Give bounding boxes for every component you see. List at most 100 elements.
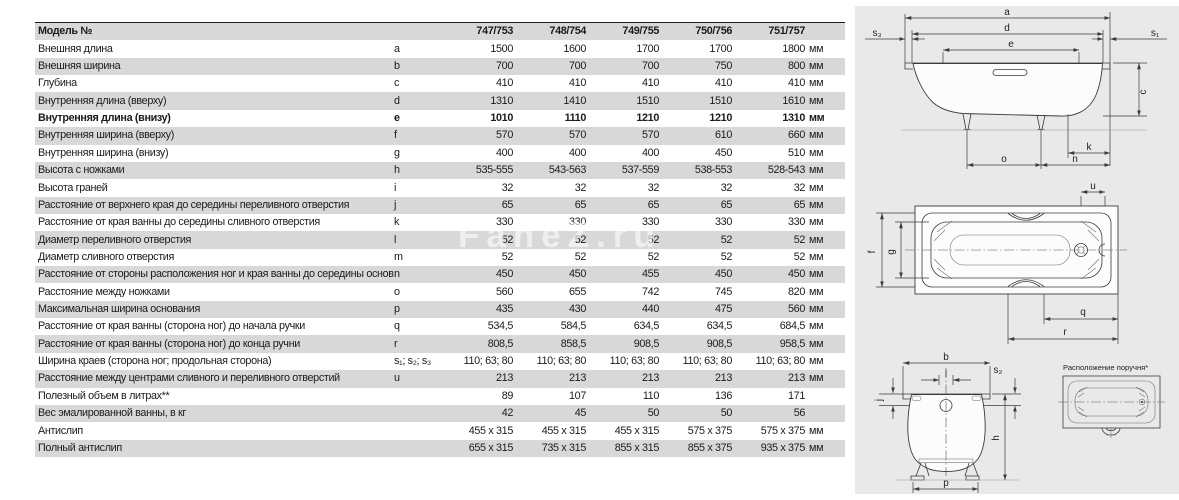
row-unit: мм xyxy=(809,146,824,159)
overflow-hole-end xyxy=(939,399,953,412)
table-row: Полный антислип 655 x 315 735 x 315 855 x 3… xyxy=(35,439,845,457)
row-value: 742 xyxy=(642,285,659,298)
row-label: Глубина xyxy=(38,78,77,90)
dim-label-u: u xyxy=(1090,181,1096,192)
row-value: 110; 63; 80 xyxy=(463,355,514,368)
row-value: 534,5 xyxy=(487,320,514,333)
row-value: 410 xyxy=(569,77,586,90)
dim-label-g: g xyxy=(886,249,897,255)
row-value: 575 x 375 xyxy=(687,424,733,437)
row-value: 1510 xyxy=(709,94,732,107)
dim-label-a: a xyxy=(1004,7,1010,18)
row-value: 213 xyxy=(788,372,805,385)
row-value: 52 xyxy=(647,250,660,263)
row-value: 570 xyxy=(642,129,659,142)
row-value: 32 xyxy=(720,181,733,194)
row-unit: мм xyxy=(809,337,824,350)
row-value: 450 xyxy=(496,268,513,281)
row-value: 65 xyxy=(574,198,587,211)
row-value: 610 xyxy=(715,129,732,142)
drain-hole xyxy=(1074,243,1088,257)
row-unit: мм xyxy=(809,77,824,90)
row-label: Максимальная ширина основания xyxy=(38,304,200,315)
table-row: Антислип 455 x 315 455 x 315 455 x 315 575 x… xyxy=(35,422,845,439)
row-label: Расстояние от края ванны до середины сли… xyxy=(38,217,320,229)
row-value: 858,5 xyxy=(560,337,587,350)
row-value: 410 xyxy=(788,77,805,90)
row-value: 32 xyxy=(574,181,587,194)
table-row: Полезный объем в литрах** 89 107 110 136 171 xyxy=(35,388,845,405)
row-value: 213 xyxy=(642,372,659,385)
row-value: 1510 xyxy=(636,94,659,107)
dim-label-e: e xyxy=(1008,39,1014,50)
dim-label-d: d xyxy=(1004,23,1010,34)
row-value: 855 x 315 xyxy=(614,441,660,454)
row-unit: мм xyxy=(809,303,824,316)
table-row: Внешняя ширина b 700 700 700 750 800 мм xyxy=(35,57,845,76)
row-value: 655 x 315 xyxy=(468,441,514,454)
row-value: 820 xyxy=(788,285,805,298)
row-value: 213 xyxy=(569,372,586,385)
row-value: 330 xyxy=(642,216,659,229)
row-label: Полный антислип xyxy=(38,442,122,454)
row-letter: i xyxy=(394,181,397,194)
row-letter: r xyxy=(394,337,398,350)
table-row: Ширина краев (сторона ног; продольная ст… xyxy=(35,353,845,370)
row-value: 660 xyxy=(788,129,805,142)
row-value: 800 xyxy=(788,60,805,72)
row-letter: l xyxy=(394,233,397,246)
row-value: 1800 xyxy=(782,42,805,55)
dim-label-r: r xyxy=(1063,327,1067,338)
row-letter: g xyxy=(394,146,400,159)
table-row: Высота граней i 32 32 32 32 32 мм xyxy=(35,179,845,196)
row-label: Внутренняя длина (внизу) xyxy=(38,113,171,124)
row-value: 1500 xyxy=(490,42,513,55)
row-unit: мм xyxy=(809,355,824,368)
tub-foot xyxy=(962,113,972,130)
row-value: 400 xyxy=(642,146,659,159)
row-value: 575 x 375 xyxy=(760,424,806,437)
row-letter: s₁; s₂; s₃ xyxy=(394,355,431,368)
column-header-model: 748/754 xyxy=(549,25,586,38)
row-value: 1410 xyxy=(563,94,586,107)
table-row: Расстояние от верхнего края до середины … xyxy=(35,196,845,214)
row-value: 935 x 375 xyxy=(760,441,806,454)
row-unit: мм xyxy=(809,42,824,55)
row-value: 89 xyxy=(501,389,514,402)
table-row: Расстояние между центрами сливного и пер… xyxy=(35,370,845,388)
row-value: 634,5 xyxy=(706,320,733,333)
row-value: 410 xyxy=(715,77,732,90)
row-unit: мм xyxy=(809,181,824,194)
row-value: 450 xyxy=(715,146,732,159)
row-value: 56 xyxy=(793,407,806,420)
row-value: 455 x 315 xyxy=(541,424,587,437)
row-value: 1310 xyxy=(782,112,805,125)
row-value: 52 xyxy=(574,233,587,246)
table-row: Внешняя длина a 1500 1600 1700 1700 1800 мм xyxy=(35,40,845,57)
row-value: 535-555 xyxy=(475,164,514,177)
row-value: 1110 xyxy=(564,112,587,125)
row-value: 440 xyxy=(642,303,659,316)
row-value: 735 x 315 xyxy=(541,441,587,454)
row-value: 450 xyxy=(788,268,805,281)
row-value: 1310 xyxy=(490,94,513,107)
row-value: 455 x 315 xyxy=(468,424,514,437)
row-value: 400 xyxy=(496,146,513,159)
dim-label-c: c xyxy=(1138,90,1149,95)
row-letter: p xyxy=(394,303,400,316)
row-letter: o xyxy=(394,285,400,298)
table-row: Расстояние от края ванны (сторона ног) д… xyxy=(35,318,845,335)
row-value: 808,5 xyxy=(487,337,514,350)
row-value: 510 xyxy=(788,146,805,159)
row-value: 450 xyxy=(569,268,586,281)
row-letter: e xyxy=(394,112,400,125)
row-value: 543-563 xyxy=(548,164,587,177)
row-value: 855 x 375 xyxy=(687,441,733,454)
row-unit: мм xyxy=(809,198,824,211)
row-value: 570 xyxy=(496,129,513,142)
row-label: Внутренняя ширина (вверху) xyxy=(38,130,174,142)
row-unit: мм xyxy=(809,233,824,246)
row-value: 110; 63; 80 xyxy=(755,355,806,368)
dim-label-p: p xyxy=(943,478,949,489)
